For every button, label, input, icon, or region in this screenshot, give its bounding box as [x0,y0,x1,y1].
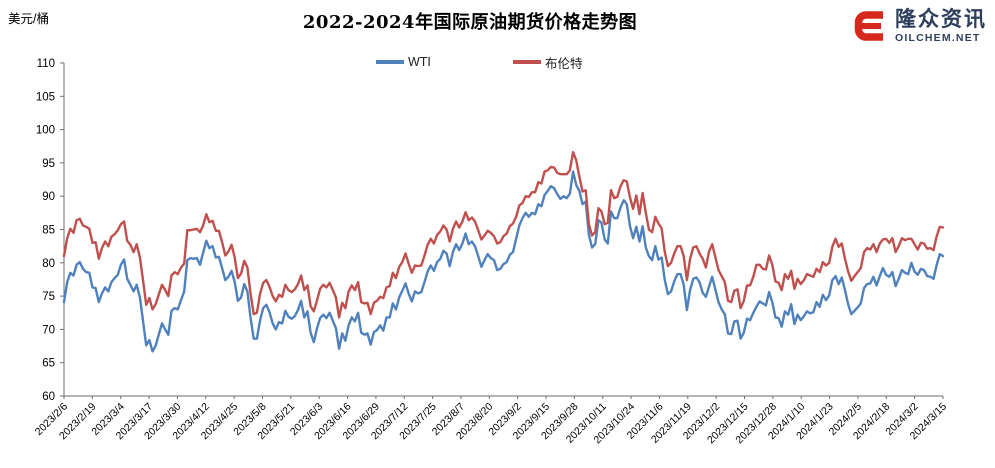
legend-label-brent: 布伦特 [545,56,583,71]
svg-text:75: 75 [42,291,55,303]
svg-text:90: 90 [42,191,55,203]
y-axis-unit-label: 美元/桶 [8,12,49,26]
oilchem-e-icon [854,11,883,41]
logo-name: 隆众资讯 [895,7,987,31]
chart-title: 2022-2024年国际原油期货价格走势图 [302,12,638,33]
svg-text:95: 95 [42,158,55,170]
legend-label-wti: WTI [408,55,431,69]
wti-line-swatch [376,60,404,64]
svg-text:80: 80 [42,258,55,270]
svg-text:70: 70 [42,324,55,336]
svg-text:110: 110 [37,58,55,70]
logo-site: OILCHEM.NET [895,31,981,44]
legend-item-wti: WTI [376,54,431,70]
svg-text:100: 100 [36,125,55,137]
svg-text:105: 105 [36,91,55,103]
oilchem-logo: 隆众资讯 OILCHEM.NET [850,6,987,46]
brent-line-swatch [513,60,541,64]
svg-text:65: 65 [42,358,55,370]
svg-text:60: 60 [42,391,55,403]
svg-text:85: 85 [42,225,55,237]
legend-item-brent: 布伦特 [513,54,583,71]
